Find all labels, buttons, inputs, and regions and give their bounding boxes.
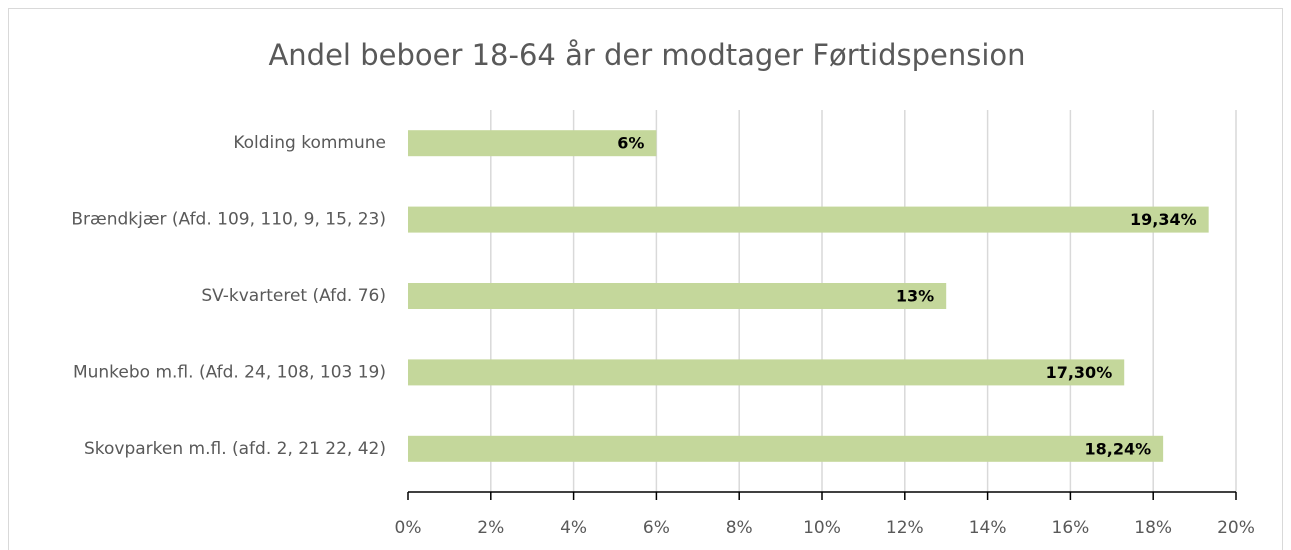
- value-label: 19,34%: [1130, 210, 1197, 229]
- value-label: 6%: [617, 134, 644, 153]
- x-tick-label: 4%: [560, 518, 587, 538]
- value-label: 18,24%: [1084, 439, 1151, 458]
- x-tick-label: 18%: [1134, 518, 1172, 538]
- x-tick-label: 16%: [1052, 518, 1090, 538]
- bar: [408, 359, 1125, 386]
- x-tick-label: 0%: [395, 518, 422, 538]
- value-label: 13%: [896, 287, 934, 306]
- chart-title: Andel beboer 18-64 år der modtager Førti…: [268, 38, 1025, 72]
- x-tick-label: 10%: [803, 518, 841, 538]
- y-tick-label: Skovparken m.fl. (afd. 2, 21 22, 42): [84, 439, 386, 459]
- y-tick-label: Munkebo m.fl. (Afd. 24, 108, 103 19): [73, 362, 386, 382]
- x-tick-label: 2%: [477, 518, 504, 538]
- value-label: 17,30%: [1046, 363, 1113, 382]
- x-tick-label: 6%: [643, 518, 670, 538]
- bar: [408, 435, 1164, 462]
- bar: [408, 206, 1209, 233]
- x-tick-label: 12%: [886, 518, 924, 538]
- x-tick-label: 14%: [969, 518, 1007, 538]
- y-tick-label: Kolding kommune: [233, 133, 386, 153]
- x-tick-label: 8%: [726, 518, 753, 538]
- y-tick-label: Brændkjær (Afd. 109, 110, 9, 15, 23): [71, 210, 386, 230]
- bar: [408, 283, 947, 309]
- bar: [408, 130, 657, 157]
- chart-border: [8, 8, 1283, 550]
- y-tick-label: SV-kvarteret (Afd. 76): [201, 286, 386, 306]
- x-tick-label: 20%: [1217, 518, 1255, 538]
